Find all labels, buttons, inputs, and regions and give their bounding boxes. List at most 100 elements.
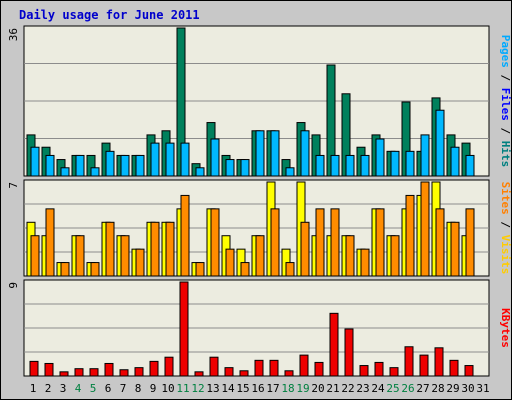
bar-hits-files-day-23 (360, 154, 370, 177)
bar-hits-files-day-11 (180, 142, 190, 177)
panel-kbytes: 9 KBytes (7, 279, 512, 377)
bar-hits-files-day-26 (405, 150, 415, 177)
bar-visits-sites-day-13 (210, 208, 220, 277)
bar-kbytes-kbytes-day-19 (299, 354, 309, 377)
bar-hits-files-day-12 (195, 167, 205, 177)
bar-hits-files-day-21 (330, 154, 340, 177)
day-labels: 1 2 3 4 5 6 7 8 9 10 11 12 13 14 15 16 17 18 19 20 21 22 23 24 2… (30, 382, 490, 395)
bar-hits-files-day-3 (60, 167, 70, 177)
bar-kbytes-kbytes-day-8 (134, 367, 144, 377)
bar-hits-files-day-2 (45, 154, 55, 177)
day-label-17: 17 (266, 382, 279, 395)
day-label-9: 9 (150, 382, 157, 395)
bar-visits-sites-day-3 (60, 262, 70, 277)
bar-kbytes-kbytes-day-14 (224, 367, 234, 377)
bar-visits-sites-day-5 (90, 262, 100, 277)
panel-visits: 7 Sites / Visits (7, 179, 512, 277)
day-label-30: 30 (461, 382, 474, 395)
bar-visits-sites-day-4 (75, 235, 85, 277)
panel-kbytes-axis-label: KBytes (499, 308, 512, 348)
day-label-12: 12 (191, 382, 204, 395)
bar-visits-sites-day-27 (420, 181, 430, 277)
bar-kbytes-kbytes-day-6 (104, 362, 114, 377)
bar-visits-sites-day-29 (450, 221, 460, 277)
bar-hits-files-day-22 (345, 154, 355, 177)
day-label-23: 23 (356, 382, 369, 395)
bar-hits-files-day-8 (135, 154, 145, 177)
bar-hits-files-day-30 (465, 154, 475, 177)
day-label-24: 24 (371, 382, 385, 395)
day-label-15: 15 (236, 382, 249, 395)
bar-kbytes-kbytes-day-30 (464, 365, 474, 377)
bar-kbytes-kbytes-day-11 (179, 281, 189, 377)
day-label-3: 3 (60, 382, 67, 395)
day-label-19: 19 (296, 382, 309, 395)
bar-hits-files-day-27 (420, 134, 430, 177)
panel-kbytes-scale-label: 9 (7, 282, 20, 289)
day-label-8: 8 (135, 382, 142, 395)
bar-kbytes-kbytes-day-28 (434, 347, 444, 377)
bar-visits-sites-day-15 (240, 262, 250, 277)
bar-hits-files-day-7 (120, 154, 130, 177)
day-label-13: 13 (206, 382, 219, 395)
bar-kbytes-kbytes-day-24 (374, 361, 384, 377)
chart-panels: 36 Pages / Files / Hits 7 Sites / Visits 9 KB… (7, 25, 512, 377)
bar-visits-sites-day-24 (375, 208, 385, 277)
bar-kbytes-kbytes-day-18 (284, 370, 294, 377)
panel-visits-axis-label-part: / (499, 215, 512, 235)
panel-visits-axis-label-part: Visits (499, 235, 512, 275)
bar-visits-sites-day-28 (435, 208, 445, 277)
panel-hits-scale-label: 36 (7, 28, 20, 41)
bar-hits-files-day-4 (75, 154, 85, 177)
bar-kbytes-kbytes-day-27 (419, 354, 429, 377)
panel-hits-axis-label-part: / (499, 68, 512, 88)
bar-hits-files-day-10 (165, 142, 175, 177)
bar-kbytes-kbytes-day-5 (89, 368, 99, 377)
day-label-11: 11 (176, 382, 189, 395)
bar-visits-sites-day-18 (285, 262, 295, 277)
bar-hits-files-day-29 (450, 146, 460, 177)
bar-kbytes-kbytes-day-15 (239, 370, 249, 377)
bar-hits-files-day-17 (270, 130, 280, 177)
panel-hits-axis-label-part: Pages (499, 35, 512, 68)
bar-kbytes-kbytes-day-20 (314, 361, 324, 377)
bar-visits-sites-day-10 (165, 221, 175, 277)
bar-hits-files-day-13 (210, 138, 220, 177)
day-label-18: 18 (281, 382, 294, 395)
bar-hits-files-day-28 (435, 109, 445, 177)
day-label-6: 6 (105, 382, 112, 395)
bar-visits-sites-day-19 (300, 221, 310, 277)
bar-visits-sites-day-17 (270, 208, 280, 277)
bar-kbytes-kbytes-day-7 (119, 369, 129, 377)
panel-hits-axis-label-part: / (499, 121, 512, 141)
bar-kbytes-kbytes-day-4 (74, 368, 84, 377)
bar-hits-files-day-9 (150, 142, 160, 177)
panel-kbytes-axis-label-part: KBytes (499, 308, 512, 348)
panel-hits-axis-label-part: Hits (499, 141, 512, 168)
bar-hits-files-day-16 (255, 130, 265, 177)
bar-hits-files-day-6 (105, 150, 115, 177)
bar-hits-files-day-1 (30, 146, 40, 177)
bar-kbytes-kbytes-day-16 (254, 359, 264, 377)
day-label-2: 2 (45, 382, 52, 395)
bar-kbytes-kbytes-day-23 (359, 365, 369, 377)
panel-visits-axis-label-part: Sites (499, 182, 512, 215)
bar-visits-sites-day-20 (315, 208, 325, 277)
bar-kbytes-kbytes-day-22 (344, 328, 354, 377)
bar-visits-sites-day-26 (405, 194, 415, 277)
bar-hits-files-day-20 (315, 154, 325, 177)
bar-visits-sites-day-1 (30, 235, 40, 277)
bar-visits-sites-day-30 (465, 208, 475, 277)
bar-visits-sites-day-8 (135, 248, 145, 277)
bar-kbytes-kbytes-day-2 (44, 362, 54, 377)
panel-hits-axis-label-part: Files (499, 88, 512, 121)
bar-hits-files-day-19 (300, 130, 310, 177)
day-label-16: 16 (251, 382, 264, 395)
day-label-20: 20 (311, 382, 324, 395)
bar-visits-sites-day-6 (105, 221, 115, 277)
day-label-27: 27 (416, 382, 429, 395)
panel-hits: 36 Pages / Files / Hits (7, 25, 512, 177)
panel-hits-axis-label: Pages / Files / Hits (499, 35, 512, 168)
bar-visits-sites-day-21 (330, 208, 340, 277)
